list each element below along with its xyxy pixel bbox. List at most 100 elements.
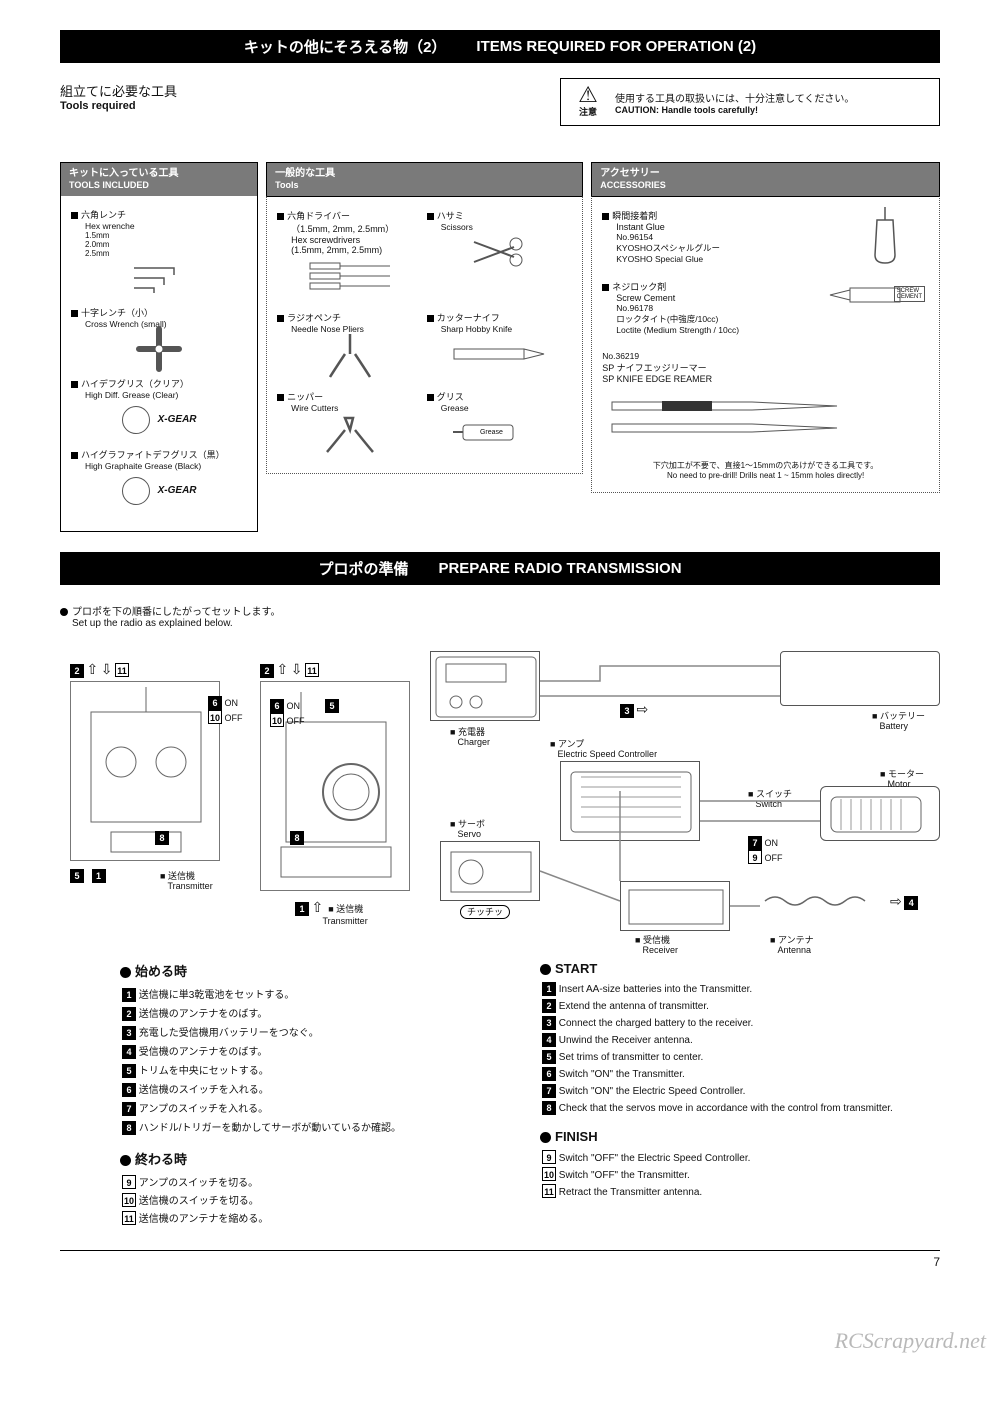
step-text: Switch "ON" the Electric Speed Controlle… bbox=[556, 1086, 745, 1097]
nippers-jp: ニッパー bbox=[287, 392, 323, 402]
hex-wrench-sketch bbox=[71, 260, 247, 296]
pliers-sketch bbox=[277, 336, 423, 372]
step-line: 10 Switch "OFF" the Transmitter. bbox=[540, 1167, 940, 1181]
pliers-item: ラジオペンチ Needle Nose Pliers bbox=[277, 311, 423, 372]
step-number-badge: 8 bbox=[122, 1121, 136, 1135]
step-text: Switch "ON" the Transmitter. bbox=[556, 1069, 685, 1080]
instant-glue-item: 瞬間接着剤 Instant Glue No.96154 KYOSHOスペシャルグ… bbox=[602, 209, 929, 264]
scissors-en: Scissors bbox=[427, 222, 573, 232]
cross-wrench-sketch bbox=[71, 331, 247, 367]
reamer-note-en: No need to pre-drill! Drills neat 1 ~ 15… bbox=[602, 471, 929, 480]
caution-en: CAUTION: Handle tools carefully! bbox=[615, 105, 854, 115]
knife-sketch bbox=[427, 336, 573, 372]
start-en: START bbox=[555, 961, 597, 976]
grease-jp: グリス bbox=[437, 392, 464, 402]
step-text: アンプのスイッチを入れる。 bbox=[136, 1104, 268, 1115]
step-text: 送信機のスイッチを切る。 bbox=[136, 1196, 259, 1207]
included-body: 六角レンチ Hex wrenche 1.5mm 2.0mm 2.5mm 十字レン… bbox=[61, 196, 257, 531]
step-number-badge: 1 bbox=[542, 982, 556, 996]
step-number-badge: 3 bbox=[542, 1016, 556, 1030]
step-line: 4 受信機のアンテナをのばす。 bbox=[120, 1043, 520, 1059]
steps-en-col: START 1 Insert AA-size batteries into th… bbox=[540, 961, 940, 1228]
step-text: Switch "OFF" the Electric Speed Controll… bbox=[556, 1153, 750, 1164]
xgear-logo-2: X-GEAR bbox=[158, 485, 197, 496]
grease-sketch: Grease bbox=[427, 415, 573, 451]
panel-general-tools: 一般的な工具 Tools 六角ドライバー （1.5mm, 2mm, 2.5mm）… bbox=[266, 162, 583, 532]
panel-header-tools: 一般的な工具 Tools bbox=[266, 162, 583, 196]
reamer-item: No.36219 SP ナイフエッジリーマー SP KNIFE EDGE REA… bbox=[602, 351, 929, 444]
step-text: ハンドル/トリガーを動かしてサーボが動いているか確認。 bbox=[136, 1123, 401, 1134]
hex-wrench-item: 六角レンチ Hex wrenche 1.5mm 2.0mm 2.5mm bbox=[71, 208, 247, 296]
step-number-badge: 10 bbox=[542, 1167, 556, 1181]
screwdriver-sub-en: (1.5mm, 2mm, 2.5mm) bbox=[277, 245, 423, 255]
step-number-badge: 2 bbox=[122, 1007, 136, 1021]
tools-body: 六角ドライバー （1.5mm, 2mm, 2.5mm） Hex screwdri… bbox=[266, 196, 583, 474]
step-line: 5 トリムを中央にセットする。 bbox=[120, 1062, 520, 1078]
step-number-badge: 6 bbox=[542, 1067, 556, 1081]
scissors-sketch bbox=[427, 234, 573, 270]
intro-en: Set up the radio as explained below. bbox=[72, 618, 233, 629]
start-heading-jp: 始める時 bbox=[120, 961, 520, 980]
step-text: Insert AA-size batteries into the Transm… bbox=[556, 984, 752, 995]
bullet-icon bbox=[60, 608, 68, 616]
section2-title-en: PREPARE RADIO TRANSMISSION bbox=[438, 560, 681, 577]
section1-header: キットの他にそろえる物（2） ITEMS REQUIRED FOR OPERAT… bbox=[60, 30, 940, 63]
intro-jp: プロポを下の順番にしたがってセットします。 bbox=[72, 607, 281, 618]
step-line: 4 Unwind the Receiver antenna. bbox=[540, 1033, 940, 1047]
page-footer: 7 bbox=[60, 1250, 940, 1269]
step-line: 9 Switch "OFF" the Electric Speed Contro… bbox=[540, 1150, 940, 1164]
reamer-note: 下穴加工が不要で、直接1～15mmの穴あけができる工具です。 No need t… bbox=[602, 460, 929, 480]
caution-box: ⚠ 注意 使用する工具の取扱いには、十分注意してください。 CAUTION: H… bbox=[560, 78, 940, 126]
step-line: 6 送信機のスイッチを入れる。 bbox=[120, 1081, 520, 1097]
finish-jp: 終わる時 bbox=[135, 1152, 187, 1167]
step-line: 2 送信機のアンテナをのばす。 bbox=[120, 1005, 520, 1021]
step-number-badge: 1 bbox=[122, 988, 136, 1002]
step-number-badge: 5 bbox=[542, 1050, 556, 1064]
step-line: 5 Set trims of transmitter to center. bbox=[540, 1050, 940, 1064]
start-jp: 始める時 bbox=[135, 964, 187, 979]
grease-jar-icon-2 bbox=[122, 477, 150, 505]
knife-en: Sharp Hobby Knife bbox=[427, 324, 573, 334]
step-line: 2 Extend the antenna of transmitter. bbox=[540, 999, 940, 1013]
finish-heading-en: FINISH bbox=[540, 1129, 940, 1144]
grease-jar-icon bbox=[122, 406, 150, 434]
diff-jp: ハイデフグリス（クリア） bbox=[81, 379, 189, 389]
caution-text: 使用する工具の取扱いには、十分注意してください。 CAUTION: Handle… bbox=[615, 90, 854, 115]
step-number-badge: 10 bbox=[122, 1193, 136, 1207]
steps-row: 始める時 1 送信機に単3乾電池をセットする。2 送信機のアンテナをのばす。3 … bbox=[60, 961, 940, 1228]
step-text: Extend the antenna of transmitter. bbox=[556, 1001, 709, 1012]
glue-jp: 瞬間接着剤 bbox=[612, 211, 657, 221]
tools-title-en: Tools bbox=[275, 180, 574, 192]
scissors-jp: ハサミ bbox=[437, 211, 464, 221]
screwdriver-sub-jp: （1.5mm, 2mm, 2.5mm） bbox=[277, 222, 423, 235]
radio-diagram: 2 ⇧ ⇩ 11 6 ON 10 OFF 5 1 8 ■ 送信機 Transmi… bbox=[60, 641, 940, 951]
glue-bottle-icon bbox=[865, 205, 925, 255]
hex-25: 2.5mm bbox=[71, 249, 247, 258]
diff-en: High Diff. Grease (Clear) bbox=[71, 390, 247, 400]
step-line: 6 Switch "ON" the Transmitter. bbox=[540, 1067, 940, 1081]
step-text: 充電した受信機用バッテリーをつなぐ。 bbox=[136, 1028, 319, 1039]
reamer-jp: SP ナイフエッジリーマー bbox=[602, 361, 929, 374]
step-number-badge: 6 bbox=[122, 1083, 136, 1097]
reamer-en: SP KNIFE EDGE REAMER bbox=[602, 374, 929, 384]
step-line: 11 送信機のアンテナを縮める。 bbox=[120, 1210, 520, 1225]
included-title-en: TOOLS INCLUDED bbox=[69, 180, 249, 192]
panel-header-accessories: アクセサリー ACCESSORIES bbox=[591, 162, 940, 196]
step-text: アンプのスイッチを切る。 bbox=[136, 1178, 258, 1189]
diff-grease-item: ハイデフグリス（クリア） High Diff. Grease (Clear) X… bbox=[71, 377, 247, 438]
screwdriver-item: 六角ドライバー （1.5mm, 2mm, 2.5mm） Hex screwdri… bbox=[277, 209, 423, 293]
step-line: 7 Switch "ON" the Electric Speed Control… bbox=[540, 1084, 940, 1098]
cement-jp: ネジロック剤 bbox=[612, 282, 666, 292]
panel-header-included: キットに入っている工具 TOOLS INCLUDED bbox=[61, 163, 257, 196]
graphite-grease-sketch: X-GEAR bbox=[71, 473, 247, 509]
caution-jp: 使用する工具の取扱いには、十分注意してください。 bbox=[615, 90, 854, 105]
start-heading-en: START bbox=[540, 961, 940, 976]
step-text: 送信機のスイッチを入れる。 bbox=[136, 1085, 269, 1096]
radio-intro: プロポを下の順番にしたがってセットします。 Set up the radio a… bbox=[60, 603, 940, 629]
panel-tools-included: キットに入っている工具 TOOLS INCLUDED 六角レンチ Hex wre… bbox=[60, 162, 258, 532]
step-line: 3 Connect the charged battery to the rec… bbox=[540, 1016, 940, 1030]
step-line: 3 充電した受信機用バッテリーをつなぐ。 bbox=[120, 1024, 520, 1040]
finish-en: FINISH bbox=[555, 1129, 598, 1144]
wiring-lines bbox=[60, 641, 940, 951]
step-number-badge: 4 bbox=[122, 1045, 136, 1059]
